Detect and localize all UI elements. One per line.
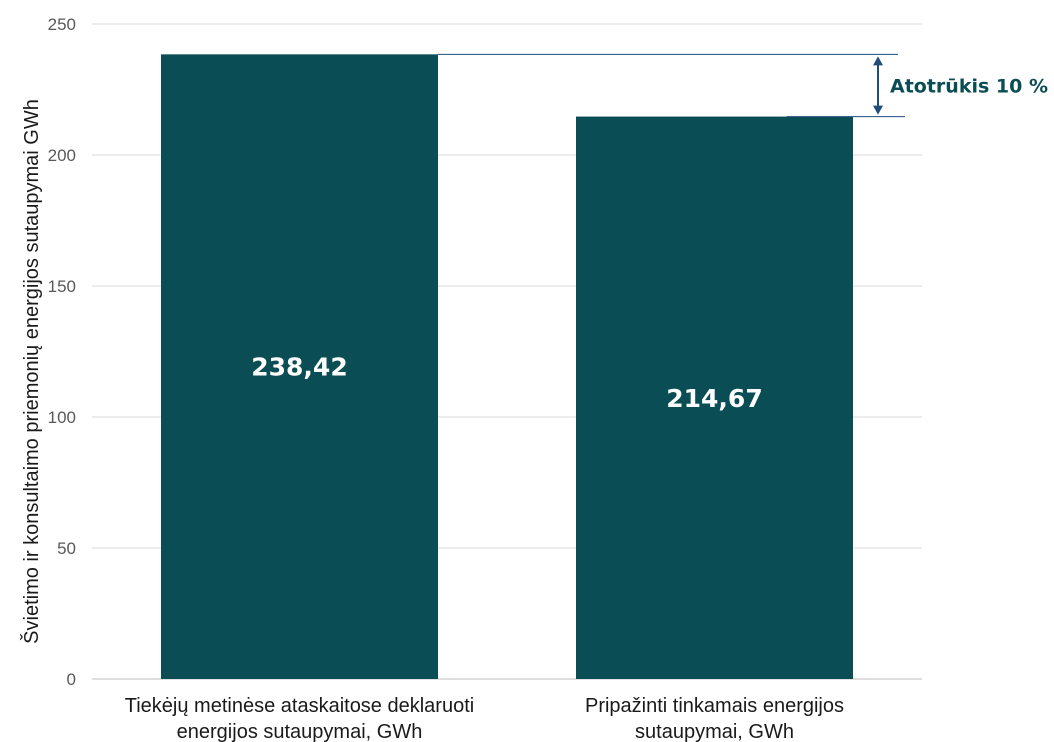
y-tick-label: 0	[67, 670, 76, 689]
gap-annotation: Atotrūkis 10 %	[438, 53, 1048, 118]
bar	[576, 116, 853, 680]
arrow-down-icon	[873, 105, 883, 115]
y-tick-label: 200	[48, 146, 76, 165]
x-category-label: Pripažinti tinkamais energijos	[585, 695, 844, 717]
x-category-label: sutaupymai, GWh	[635, 721, 794, 742]
x-category-label: energijos sutaupymai, GWh	[177, 721, 423, 742]
y-axis-label: Švietimo ir konsultaimo priemonių energi…	[20, 99, 43, 644]
x-category-label: Tiekėjų metinėse ataskaitose deklaruoti	[125, 695, 474, 717]
y-tick-label: 50	[57, 539, 76, 558]
gap-annotation-label: Atotrūkis 10 %	[890, 75, 1048, 97]
y-axis-ticks: 0 50 100 150 200 250	[48, 15, 76, 689]
x-axis-categories: Tiekėjų metinėse ataskaitose deklaruoti e…	[125, 695, 844, 742]
arrow-up-icon	[873, 56, 883, 66]
y-tick-label: 150	[48, 277, 76, 296]
bar-value-label: 238,42	[251, 353, 347, 382]
y-tick-label: 250	[48, 15, 76, 34]
bar-value-label: 214,67	[666, 384, 762, 413]
data-labels: 238,42 214,67	[251, 353, 762, 413]
bars	[161, 54, 853, 680]
bar	[161, 54, 438, 679]
y-tick-label: 100	[48, 408, 76, 427]
